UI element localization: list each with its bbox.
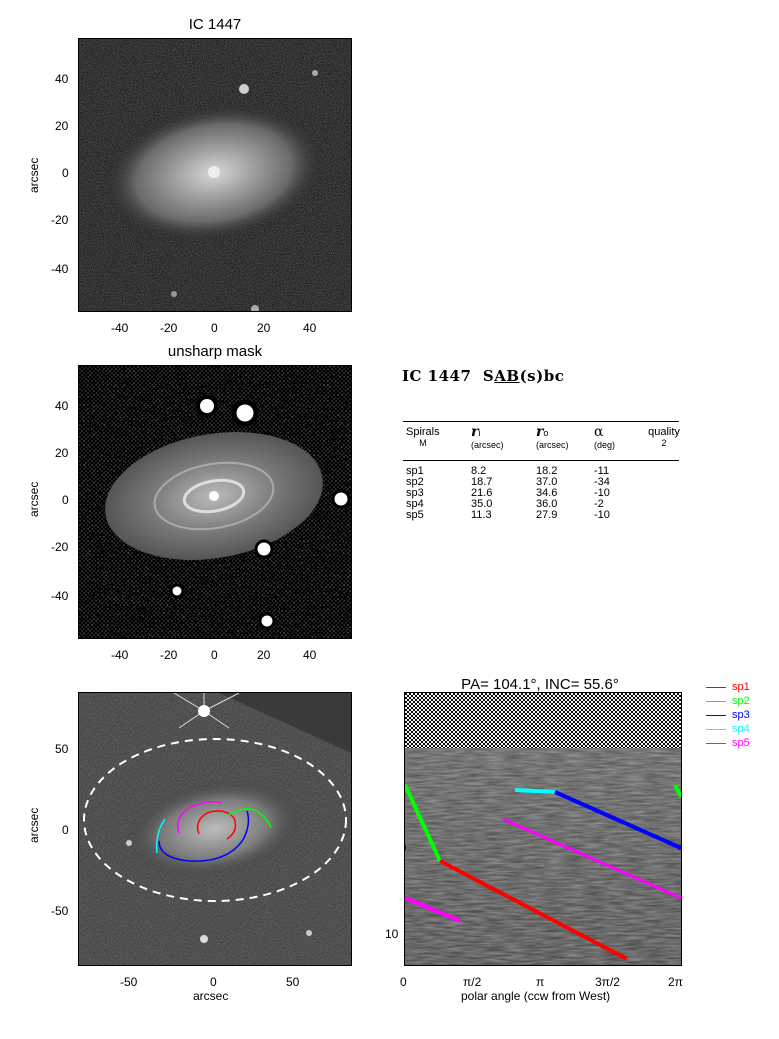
bottom-xtick: 50 bbox=[286, 975, 300, 989]
th-ri: ri (arcsec) bbox=[471, 424, 504, 450]
table-row: sp2 18.7 37.0 -34 bbox=[406, 476, 610, 488]
bottom-ytick: 50 bbox=[55, 742, 69, 756]
mid-panel-ylabel: arcsec bbox=[27, 481, 41, 517]
mid-ytick: 0 bbox=[62, 493, 69, 507]
bottom-panel-ylabel: arcsec bbox=[27, 807, 41, 843]
table-top-rule bbox=[403, 421, 679, 422]
top-ytick: 40 bbox=[55, 72, 69, 86]
galaxy-image-svg bbox=[79, 39, 351, 311]
mid-xtick: -20 bbox=[160, 648, 178, 662]
polar-image-svg bbox=[405, 693, 681, 965]
galaxy-class-prefix: S bbox=[482, 367, 495, 385]
legend-swatch bbox=[706, 714, 726, 716]
legend-item-sp2: sp2 bbox=[706, 695, 750, 707]
mid-panel-title: unsharp mask bbox=[167, 343, 263, 360]
polar-xlabel: polar angle (ccw from West) bbox=[461, 989, 611, 1003]
top-xtick: 0 bbox=[211, 321, 218, 335]
unsharp-mask-svg bbox=[79, 366, 351, 638]
galaxy-image bbox=[78, 38, 352, 312]
bottom-xlabel: arcsec bbox=[193, 989, 229, 1003]
polar-ytick: 10 bbox=[385, 927, 399, 941]
galaxy-class-ab: AB bbox=[494, 367, 520, 385]
th-quality: quality 2 bbox=[648, 426, 680, 448]
mid-xtick: 40 bbox=[303, 648, 317, 662]
spiral-table: sp1 8.2 18.2 -11 sp2 18.7 37.0 -34 sp3 21.6 34.6… bbox=[406, 466, 610, 521]
top-xtick: 40 bbox=[303, 321, 317, 335]
table-row: sp4 35.0 36.0 -2 bbox=[406, 498, 604, 510]
top-xtick: -20 bbox=[160, 321, 178, 335]
table-row: sp1 8.2 18.2 -11 bbox=[406, 465, 610, 477]
legend-swatch bbox=[706, 742, 726, 744]
legend-swatch bbox=[706, 686, 726, 688]
galaxy-class-suffix: (s)bc bbox=[519, 367, 565, 385]
polar-xtick: 2π bbox=[668, 975, 683, 989]
polar-xtick: π bbox=[536, 975, 545, 989]
top-panel-title: IC 1447 bbox=[188, 16, 242, 33]
top-ytick: 0 bbox=[62, 166, 69, 180]
spiral-overlay-image bbox=[78, 692, 352, 966]
mid-xtick: 20 bbox=[257, 648, 271, 662]
th-ro: ro (arcsec) bbox=[536, 424, 569, 450]
polar-xtick: 0 bbox=[400, 975, 407, 989]
polar-image bbox=[404, 692, 682, 966]
bottom-xtick: -50 bbox=[120, 975, 138, 989]
polar-xtick: π/2 bbox=[463, 975, 482, 989]
mid-ytick: 40 bbox=[55, 399, 69, 413]
polar-xtick: 3π/2 bbox=[595, 975, 620, 989]
galaxy-heading: IC 1447 SAB(s)bc bbox=[402, 367, 564, 385]
galaxy-name: IC 1447 bbox=[402, 367, 472, 385]
legend-swatch bbox=[706, 700, 726, 702]
top-xtick: 20 bbox=[257, 321, 271, 335]
table-row: sp3 21.6 34.6 -10 bbox=[406, 487, 610, 499]
legend-swatch bbox=[706, 728, 726, 730]
th-spirals: Spirals M bbox=[406, 426, 440, 448]
top-panel-ylabel: arcsec bbox=[27, 157, 41, 193]
mid-xtick: 0 bbox=[211, 648, 218, 662]
table-header-rule bbox=[403, 460, 679, 461]
legend-item-sp3: sp3 bbox=[706, 709, 750, 721]
top-xtick: -40 bbox=[111, 321, 129, 335]
top-ytick: -20 bbox=[51, 213, 69, 227]
mid-xtick: -40 bbox=[111, 648, 129, 662]
bottom-xtick: 0 bbox=[210, 975, 217, 989]
bottom-ytick: 0 bbox=[62, 823, 69, 837]
mid-ytick: 20 bbox=[55, 446, 69, 460]
mid-ytick: -40 bbox=[51, 589, 69, 603]
legend-item-sp1: sp1 bbox=[706, 681, 750, 693]
top-ytick: -40 bbox=[51, 262, 69, 276]
polar-panel-title: PA= 104.1°, INC= 55.6° bbox=[461, 676, 619, 693]
unsharp-mask-image bbox=[78, 365, 352, 639]
spiral-overlay-svg bbox=[79, 693, 351, 965]
bottom-ytick: -50 bbox=[51, 904, 69, 918]
top-ytick: 20 bbox=[55, 119, 69, 133]
th-alpha: α (deg) bbox=[594, 424, 616, 450]
legend-item-sp5: sp5 bbox=[706, 737, 750, 749]
mid-ytick: -20 bbox=[51, 540, 69, 554]
legend-item-sp4: sp4 bbox=[706, 723, 750, 735]
table-row: sp5 11.3 27.9 -10 bbox=[406, 509, 610, 521]
